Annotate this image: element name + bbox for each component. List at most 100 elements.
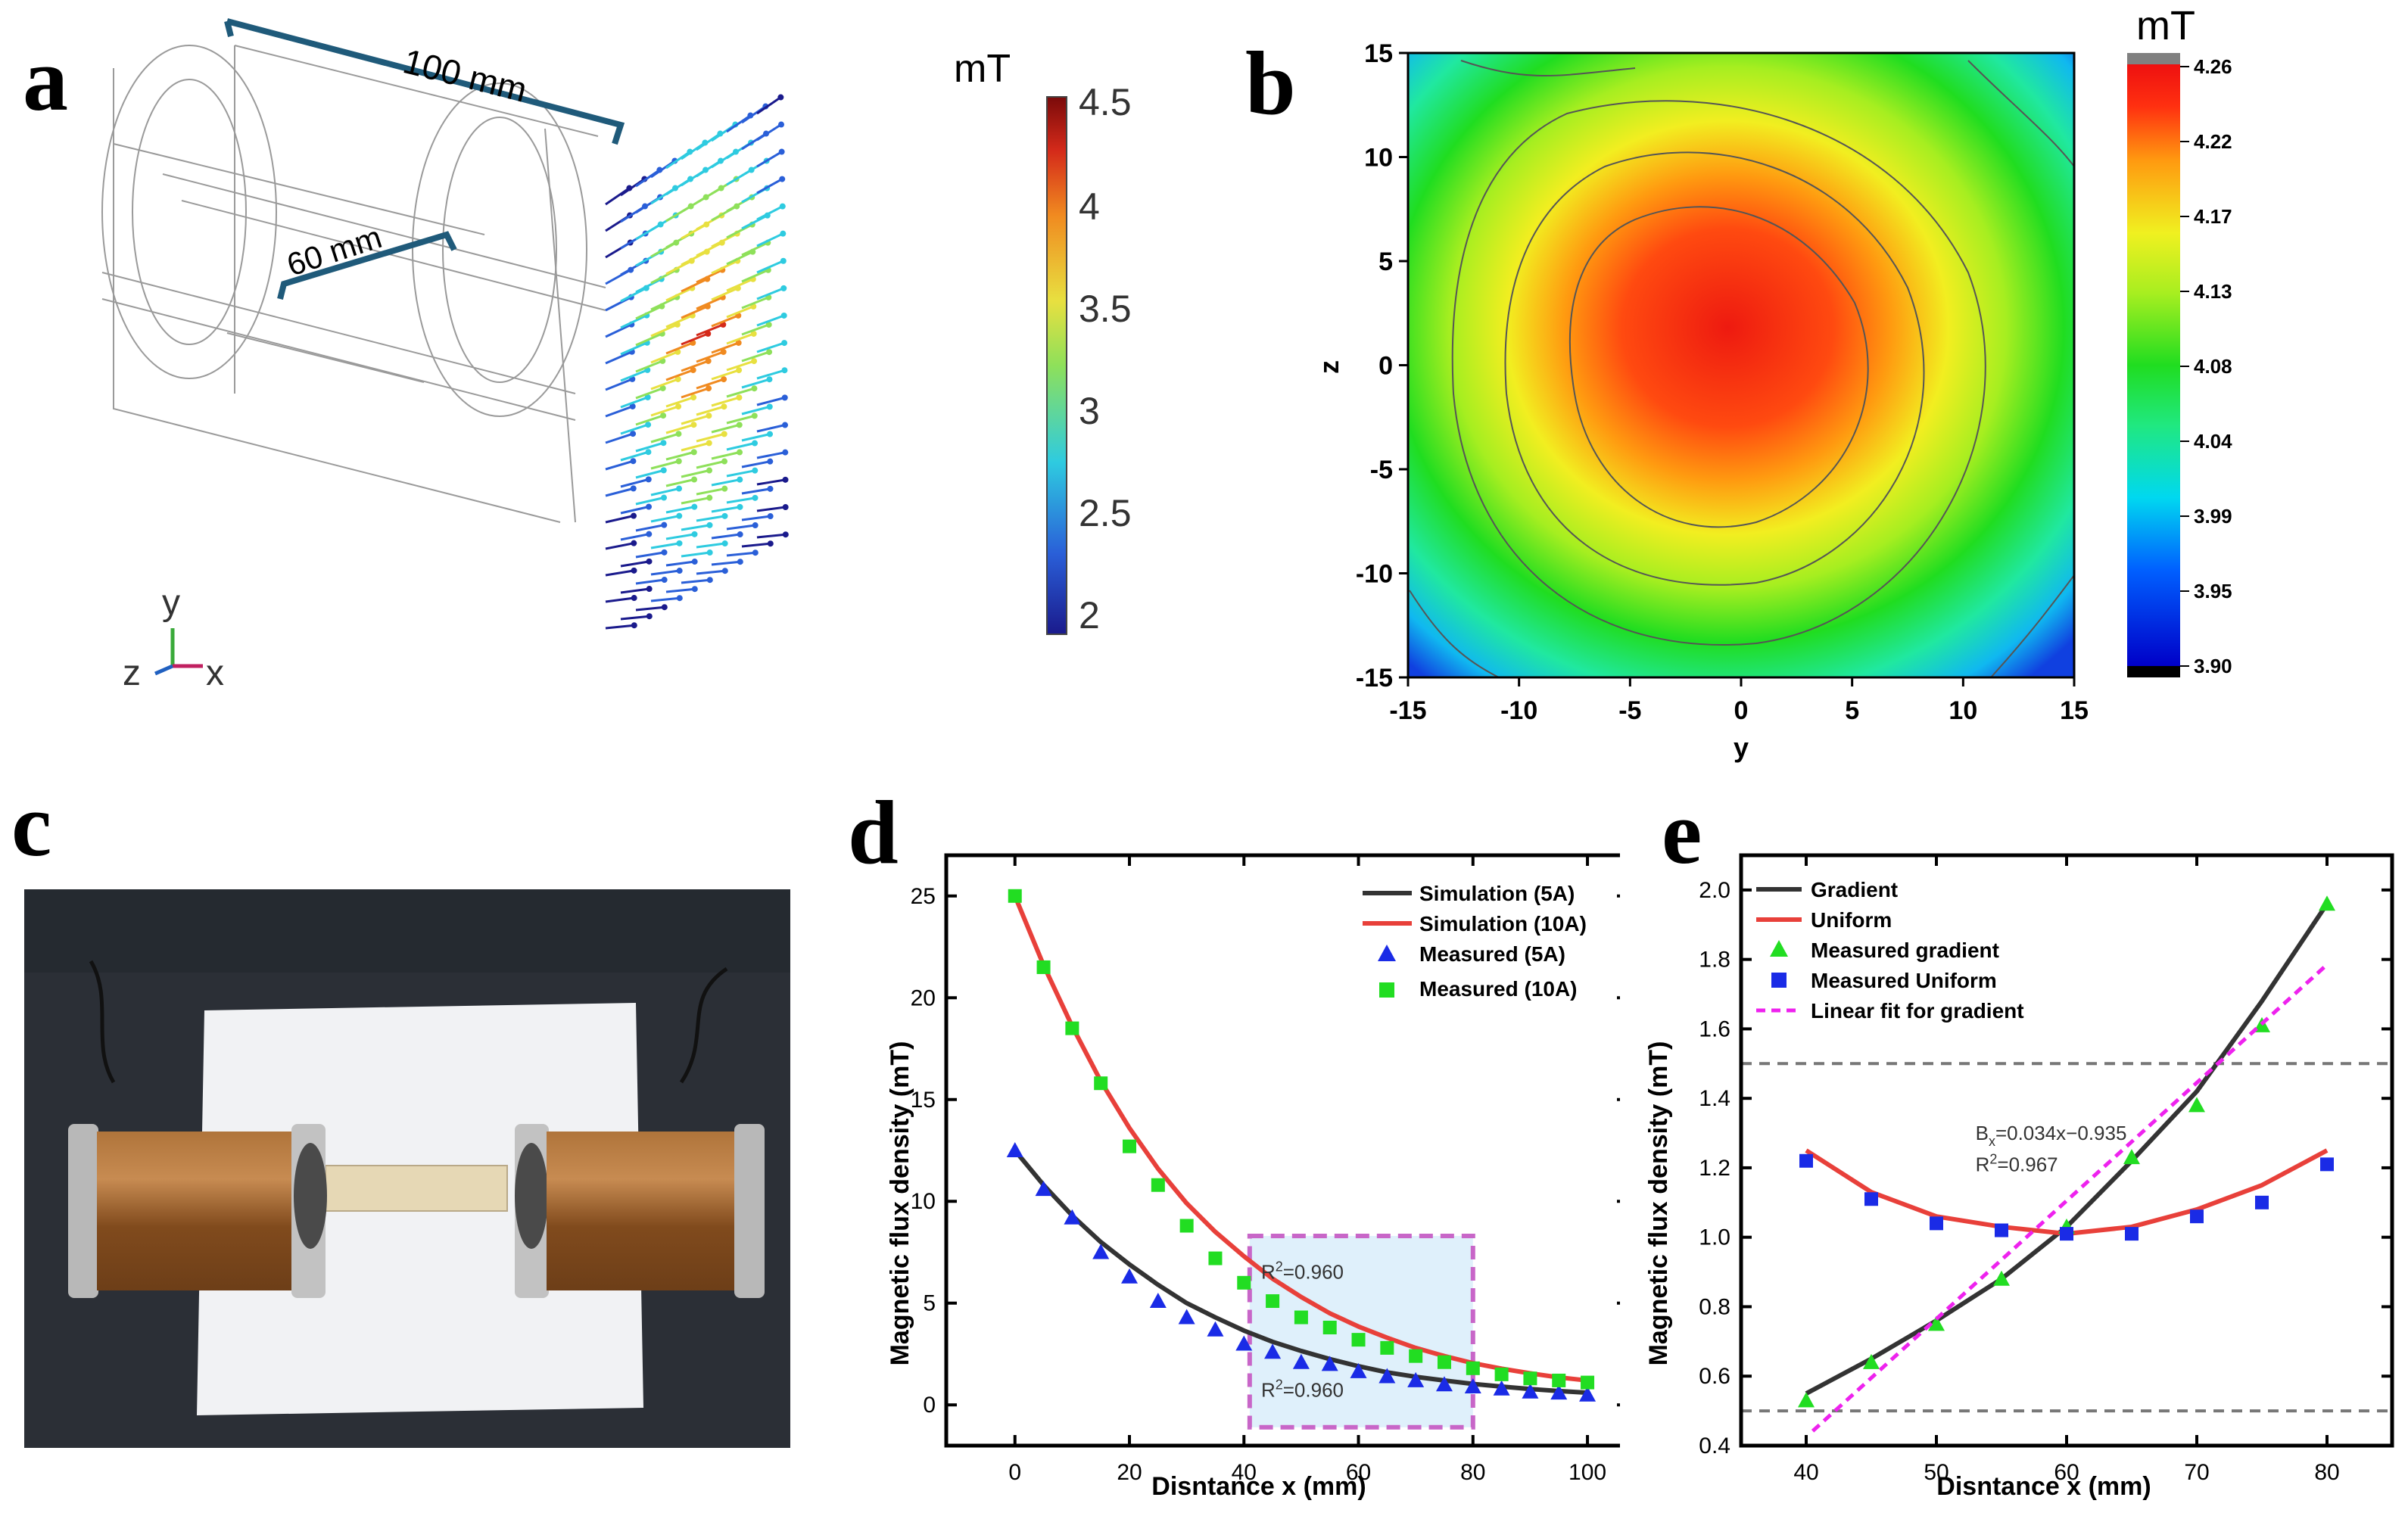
frame-edge xyxy=(162,173,606,288)
field-arrow xyxy=(681,578,710,584)
field-arrow xyxy=(650,405,679,417)
field-arrow xyxy=(711,423,740,434)
field-arrow-head xyxy=(780,312,787,319)
field-arrow xyxy=(711,232,738,248)
field-arrow-head xyxy=(721,403,727,410)
field-arrow-head xyxy=(767,458,774,465)
chart-e-ylabel: Magnetic flux density (mT) xyxy=(1644,1041,1673,1366)
marker-point xyxy=(1494,1367,1509,1381)
colorbar-a-unit: mT xyxy=(954,47,1011,91)
field-arrow-head xyxy=(659,384,666,391)
field-arrow-head xyxy=(781,394,788,401)
panel-b-label: b xyxy=(1245,33,1296,133)
field-arrow-head xyxy=(706,577,713,584)
field-arrow xyxy=(650,350,678,364)
frame-edge xyxy=(113,68,561,523)
marker-point xyxy=(1409,1349,1423,1363)
coil-winding-shine xyxy=(97,1132,294,1290)
field-arrow-head xyxy=(631,512,637,519)
marker-point xyxy=(2188,1097,2205,1113)
field-arrow xyxy=(756,314,785,327)
arrow-field xyxy=(605,94,789,630)
marker-point xyxy=(1522,1383,1539,1399)
field-arrow-head xyxy=(631,622,637,629)
colorbar-b-tick-label: 4.08 xyxy=(2194,355,2232,378)
coil-bore xyxy=(515,1143,548,1249)
field-arrow xyxy=(741,350,770,363)
field-arrow xyxy=(620,506,650,515)
y-tick-label: 1.8 xyxy=(1699,948,1730,973)
colorbar-a-tick: 4 xyxy=(1079,185,1100,228)
field-arrow xyxy=(650,378,679,391)
frame-edge xyxy=(181,200,606,311)
colorbar-b-tick-label: 4.13 xyxy=(2194,280,2232,303)
field-arrow xyxy=(620,287,647,303)
coil-inner-ring-right xyxy=(442,117,557,383)
legend-label-meas10: Measured (10A) xyxy=(1419,977,1578,1001)
field-arrow xyxy=(696,241,723,257)
field-arrow-head xyxy=(737,559,743,565)
field-arrow-head xyxy=(646,586,653,593)
field-arrow xyxy=(726,251,753,266)
field-arrow-head xyxy=(779,203,786,210)
field-arrow xyxy=(756,533,786,539)
field-arrow xyxy=(696,296,724,310)
field-arrow xyxy=(681,414,709,425)
legend-label-linear-fit: Linear fit for gradient xyxy=(1811,999,2024,1023)
field-arrow-head xyxy=(706,412,712,419)
field-arrow-head xyxy=(721,568,728,574)
heatmap-contours xyxy=(1409,60,2075,678)
field-arrow-head xyxy=(721,485,728,492)
colorbar-a-tick: 2.5 xyxy=(1079,492,1132,534)
field-arrow xyxy=(635,305,662,320)
field-arrow xyxy=(681,251,708,266)
legend-label-meas-gradient: Measured gradient xyxy=(1811,939,1999,962)
linear-fit-line xyxy=(1811,963,2329,1433)
y-tick-label: 2.0 xyxy=(1699,878,1730,903)
field-arrow xyxy=(665,396,694,408)
field-arrow-head xyxy=(737,503,743,510)
series-line-0 xyxy=(1013,1149,1588,1396)
field-arrow-head xyxy=(660,467,667,474)
field-arrow-head xyxy=(721,512,728,519)
field-arrow-head xyxy=(705,357,712,364)
colorbar-b-tick-label: 3.95 xyxy=(2194,580,2232,602)
marker-point xyxy=(1264,1343,1282,1359)
colorbar-a-tick: 3.5 xyxy=(1079,288,1132,330)
y-tick-label: 5 xyxy=(923,1291,936,1316)
marker-point xyxy=(1378,1368,1396,1384)
field-arrow-head xyxy=(751,412,758,419)
field-arrow xyxy=(726,497,755,504)
marker-point xyxy=(1863,1353,1880,1369)
colorbar-b-tick-label: 4.17 xyxy=(2194,205,2232,228)
legend-swatch-meas10 xyxy=(1379,982,1394,998)
field-arrow-head xyxy=(782,476,789,483)
annotation-label: R2=0.960 xyxy=(1261,1259,1344,1283)
axis-triad: y z x xyxy=(123,583,224,693)
y-tick-label: 1.4 xyxy=(1699,1086,1730,1111)
field-arrow xyxy=(635,441,664,453)
field-arrow-head xyxy=(706,440,712,447)
field-arrow xyxy=(756,424,786,433)
marker-point xyxy=(1149,1293,1167,1309)
coil-outer-ring-right xyxy=(412,82,587,417)
marker-point xyxy=(1006,1142,1023,1157)
marker-point xyxy=(1121,1268,1139,1284)
field-arrow xyxy=(756,369,785,380)
field-arrow xyxy=(756,151,783,168)
field-arrow xyxy=(741,296,769,310)
field-arrow xyxy=(756,341,785,353)
frame-edge xyxy=(113,143,485,235)
y-tick-label: 0 xyxy=(923,1393,936,1418)
field-arrow-head xyxy=(767,540,774,547)
photo-desk-top xyxy=(24,889,790,973)
annotation-label: Bx=0.034x−0.935 xyxy=(1976,1122,2127,1149)
x-tick-label: 50 xyxy=(1924,1460,1949,1485)
coil-inner-ring-left xyxy=(132,79,247,345)
coil-flange xyxy=(68,1124,98,1298)
marker-point xyxy=(2319,895,2335,911)
panel-b: b -15 -10 -5 0 5 10 15 15 10 5 0 -5 -10 -15 y z mT 4.… xyxy=(1211,0,2408,772)
frame-edge xyxy=(101,298,576,421)
marker-point xyxy=(2190,1209,2204,1224)
dim-line-100mm xyxy=(226,18,625,145)
